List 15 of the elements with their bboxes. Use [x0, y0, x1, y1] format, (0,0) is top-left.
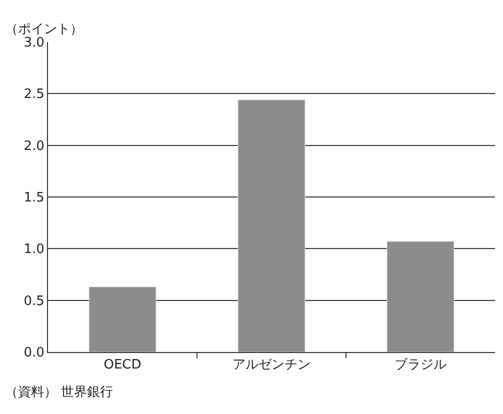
- y-tick-label: 2.5: [24, 87, 44, 102]
- bar: [238, 100, 306, 352]
- x-tick-label: ブラジル: [394, 358, 446, 373]
- y-tick-label: 1.0: [24, 242, 44, 258]
- y-tick-label: 0.5: [24, 294, 44, 309]
- y-tick-label: 2.0: [24, 138, 44, 154]
- bar: [88, 286, 156, 352]
- x-tick-label: アルゼンチン: [232, 358, 310, 373]
- y-axis-title: （ポイント）: [5, 22, 83, 37]
- y-tick-label: 0.0: [24, 346, 44, 361]
- text: （資料） 世界銀行: [5, 385, 114, 400]
- y-tick-label: 3.0: [24, 36, 44, 51]
- bar: [386, 241, 454, 352]
- y-tick-label: 1.5: [24, 190, 44, 206]
- x-tick-label: OECD: [104, 358, 142, 373]
